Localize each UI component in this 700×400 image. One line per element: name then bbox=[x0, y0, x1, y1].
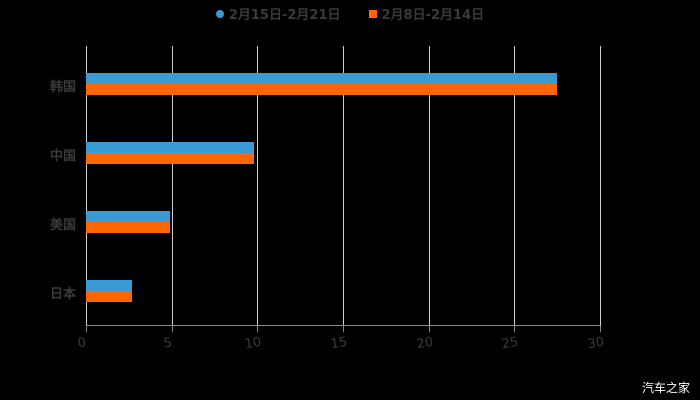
watermark: 汽车之家 bbox=[641, 381, 690, 395]
bar[interactable] bbox=[86, 73, 558, 84]
legend-item-series-1[interactable]: 2月15日-2月21日 bbox=[215, 4, 341, 23]
x-tick-label: 30 bbox=[586, 334, 606, 353]
axis-tick bbox=[600, 326, 601, 332]
bar[interactable] bbox=[86, 211, 170, 222]
x-axis-line bbox=[86, 325, 600, 326]
y-category-label: 韩国 bbox=[50, 80, 77, 95]
legend: 2月15日-2月21日 2月8日-2月14日 bbox=[0, 4, 700, 23]
axis-tick bbox=[86, 326, 87, 332]
x-tick-label: 0 bbox=[76, 335, 88, 352]
y-category-label: 日本 bbox=[50, 287, 77, 302]
x-tick-label: 25 bbox=[500, 334, 520, 353]
legend-label: 2月15日-2月21日 bbox=[228, 8, 341, 23]
bar[interactable] bbox=[86, 291, 133, 302]
bar[interactable] bbox=[86, 142, 254, 153]
gridline bbox=[514, 46, 516, 326]
y-axis-line bbox=[86, 46, 87, 326]
bar[interactable] bbox=[86, 153, 254, 164]
legend-item-series-2[interactable]: 2月8日-2月14日 bbox=[368, 4, 485, 23]
x-tick-label: 5 bbox=[162, 335, 174, 352]
gridline bbox=[600, 46, 601, 326]
x-tick-label: 15 bbox=[329, 334, 349, 353]
y-category-label: 中国 bbox=[50, 149, 77, 164]
circle-marker-icon bbox=[215, 9, 224, 18]
axis-tick bbox=[257, 326, 259, 332]
axis-tick bbox=[514, 326, 516, 332]
bar[interactable] bbox=[86, 280, 133, 291]
x-tick-label: 20 bbox=[415, 334, 435, 353]
gridline bbox=[343, 46, 344, 326]
gridline bbox=[257, 46, 259, 326]
axis-tick bbox=[343, 326, 344, 332]
gridline bbox=[428, 46, 430, 326]
bar[interactable] bbox=[86, 84, 558, 95]
legend-label: 2月8日-2月14日 bbox=[381, 8, 485, 23]
y-category-label: 美国 bbox=[50, 218, 77, 233]
plot-area bbox=[86, 46, 601, 332]
square-marker-icon bbox=[368, 9, 377, 18]
axis-tick bbox=[428, 326, 430, 332]
axis-tick bbox=[171, 326, 173, 332]
x-tick-label: 10 bbox=[243, 334, 263, 353]
gridline bbox=[171, 46, 173, 326]
bar[interactable] bbox=[86, 222, 170, 233]
